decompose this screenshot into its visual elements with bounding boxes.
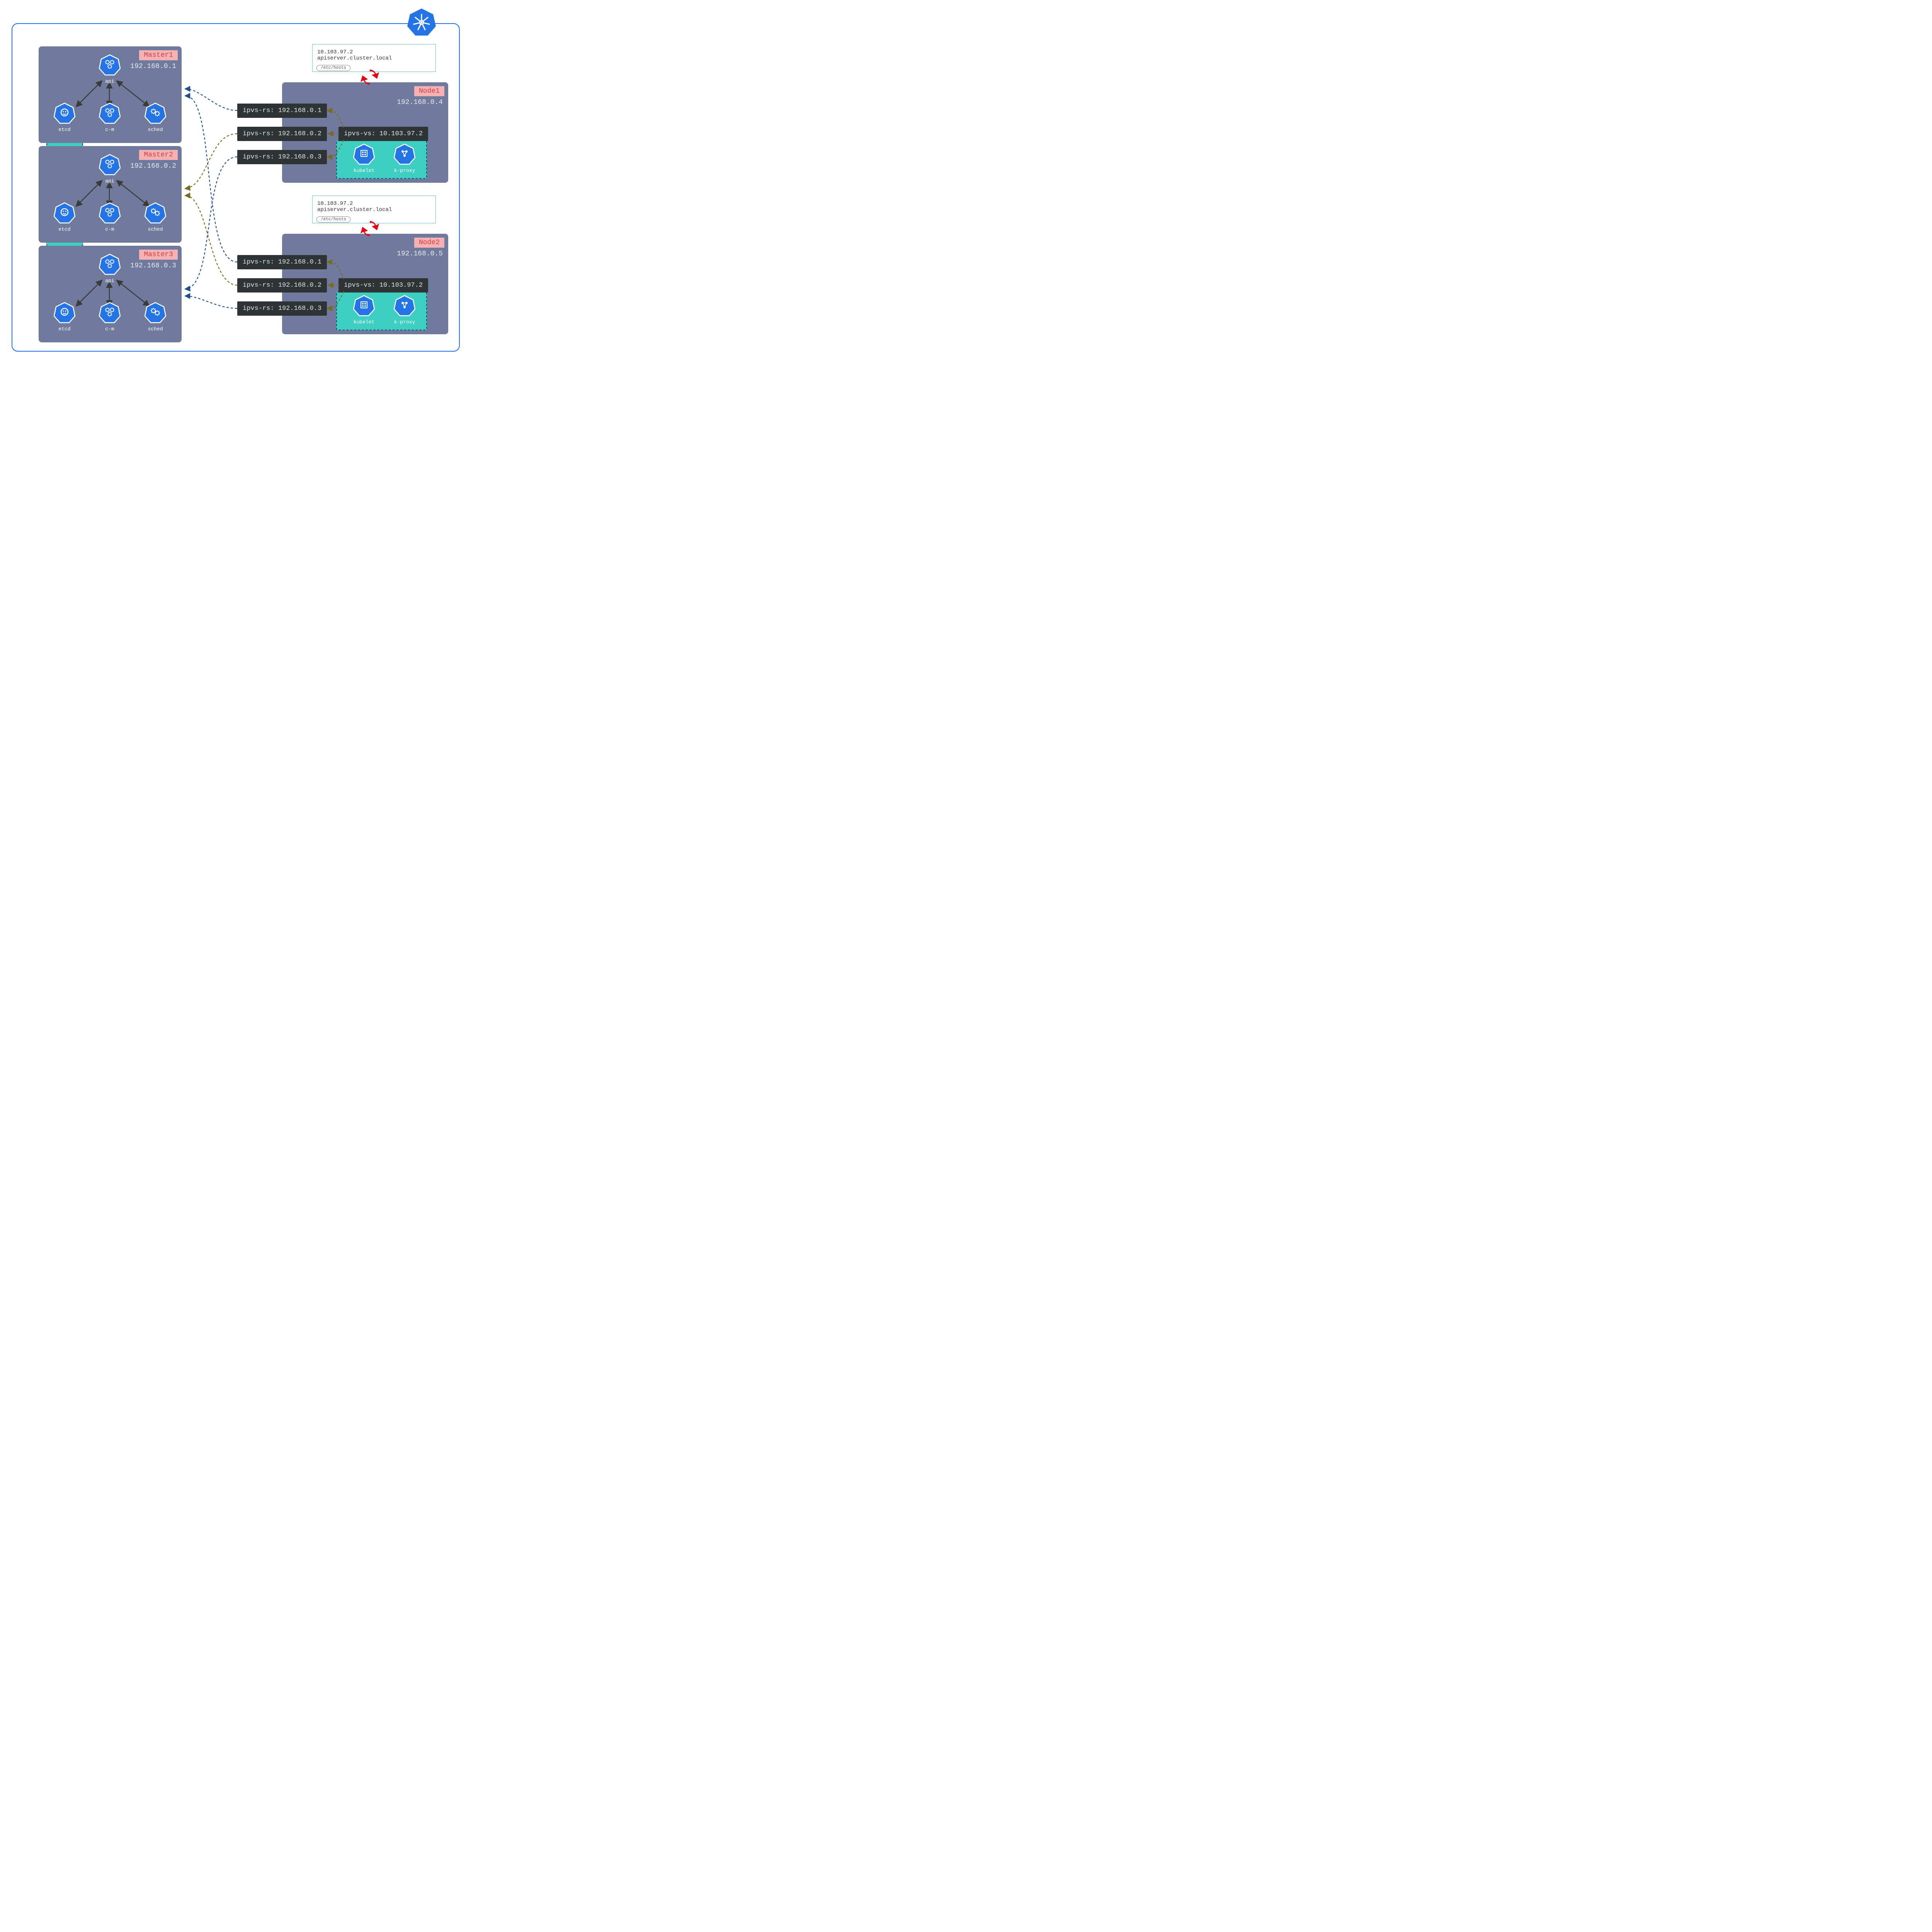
node1-kproxy-icon: k-proxy (392, 143, 417, 173)
master1-api-icon: api (97, 54, 122, 84)
master2-api-icon: api (97, 154, 122, 184)
master3-label: Master3 (139, 250, 178, 260)
node2-ipvs-rs-1: ipvs-rs: 192.168.0.2 (237, 278, 327, 293)
node2-ipvs-rs-0: ipvs-rs: 192.168.0.1 (237, 255, 327, 269)
node1-ipvs-vs: ipvs-vs: 10.103.97.2 (338, 127, 428, 141)
node2-ip: 192.168.0.5 (397, 250, 443, 258)
master1-ip: 192.168.0.1 (130, 63, 176, 70)
node2-kubelet-icon: kubelet (352, 295, 376, 325)
node1-ip: 192.168.0.4 (397, 99, 443, 106)
master3-etcd-icon: etcd (52, 302, 77, 332)
master3-ip: 192.168.0.3 (130, 262, 176, 270)
master2-ip: 192.168.0.2 (130, 162, 176, 170)
sync-icon (359, 218, 381, 239)
master3-cm-icon: c-m (97, 302, 122, 332)
node1-ipvs-rs-1: ipvs-rs: 192.168.0.2 (237, 127, 327, 141)
node2-kproxy-icon: k-proxy (392, 295, 417, 325)
node2-hosts-file-badge: /etc/hosts (316, 216, 350, 223)
sync-icon (359, 66, 381, 88)
master1-etcd-icon: etcd (52, 102, 77, 133)
master2-label: Master2 (139, 150, 178, 160)
node1-hosts-file-badge: /etc/hosts (316, 65, 350, 71)
master2-sched-icon: sched (143, 202, 168, 232)
node1-kubelet-icon: kubelet (352, 143, 376, 173)
kubernetes-logo-icon (406, 7, 437, 39)
node1-hosts-entry: 10.103.97.2 apiserver.cluster.local (313, 44, 435, 64)
master1-sched-icon: sched (143, 102, 168, 133)
node2-ipvs-rs-2: ipvs-rs: 192.168.0.3 (237, 301, 327, 316)
node2-hosts-entry: 10.103.97.2 apiserver.cluster.local (313, 196, 435, 215)
master2-cm-icon: c-m (97, 202, 122, 232)
master1-cm-icon: c-m (97, 102, 122, 133)
master3-api-icon: api (97, 253, 122, 284)
node2-ipvs-vs: ipvs-vs: 10.103.97.2 (338, 278, 428, 293)
master2-etcd-icon: etcd (52, 202, 77, 232)
node2-label: Node2 (414, 238, 444, 248)
node1-ipvs-rs-0: ipvs-rs: 192.168.0.1 (237, 104, 327, 118)
master1-label: Master1 (139, 50, 178, 60)
master3-sched-icon: sched (143, 302, 168, 332)
node1-ipvs-rs-2: ipvs-rs: 192.168.0.3 (237, 150, 327, 164)
node1-label: Node1 (414, 86, 444, 96)
